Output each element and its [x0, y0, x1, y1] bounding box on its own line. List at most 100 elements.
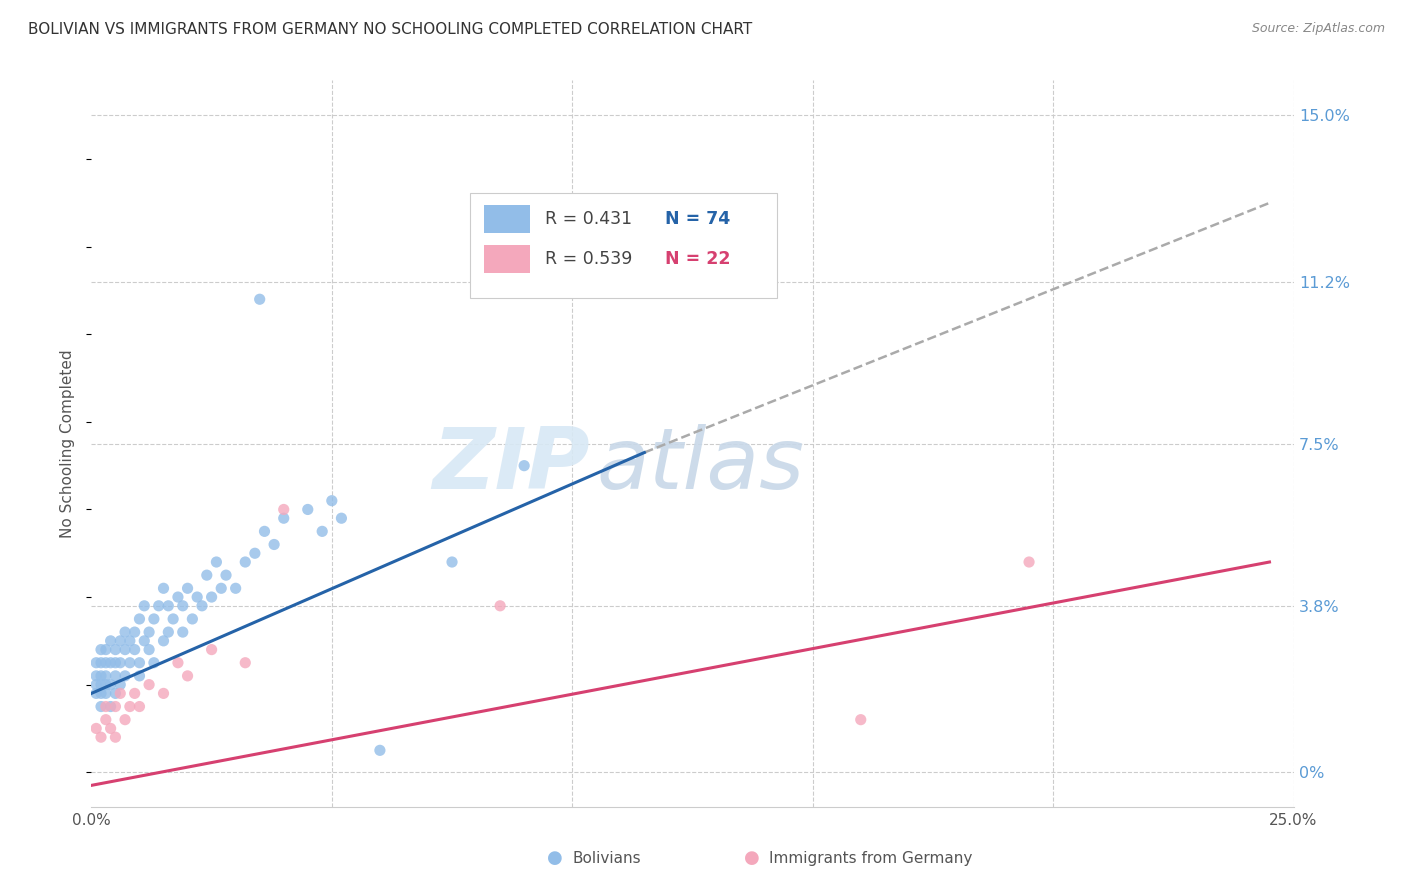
Point — [104, 669, 127, 683]
Text: Immigrants from Germany: Immigrants from Germany — [769, 851, 973, 865]
Point — [104, 642, 127, 657]
Point — [513, 458, 536, 473]
Point — [368, 743, 391, 757]
Point — [114, 713, 136, 727]
Point — [172, 625, 194, 640]
Text: atlas: atlas — [596, 424, 804, 507]
Point — [176, 669, 198, 683]
Point — [138, 625, 160, 640]
Point — [94, 669, 117, 683]
Point — [104, 730, 127, 744]
Point — [104, 656, 127, 670]
Text: ZIP: ZIP — [433, 424, 591, 507]
Text: N = 74: N = 74 — [665, 211, 730, 228]
Point — [100, 722, 122, 736]
Point — [311, 524, 333, 539]
Point — [90, 669, 112, 683]
Text: ●: ● — [744, 849, 761, 867]
Point — [142, 612, 165, 626]
Point — [167, 590, 190, 604]
Point — [84, 722, 107, 736]
Point — [90, 730, 112, 744]
Point — [263, 537, 285, 551]
FancyBboxPatch shape — [485, 245, 530, 273]
Point — [162, 612, 184, 626]
Point — [201, 590, 224, 604]
Point — [181, 612, 204, 626]
Point — [114, 625, 136, 640]
Point — [176, 582, 198, 596]
Point — [191, 599, 214, 613]
Point — [489, 599, 512, 613]
Point — [249, 292, 271, 306]
Point — [118, 656, 141, 670]
Point — [273, 511, 295, 525]
Text: R = 0.539: R = 0.539 — [544, 250, 631, 268]
Point — [110, 633, 132, 648]
Point — [124, 625, 146, 640]
Text: Source: ZipAtlas.com: Source: ZipAtlas.com — [1251, 22, 1385, 36]
FancyBboxPatch shape — [470, 193, 776, 299]
Point — [157, 625, 180, 640]
Point — [195, 568, 218, 582]
Point — [233, 555, 256, 569]
Text: R = 0.431: R = 0.431 — [544, 211, 631, 228]
Point — [849, 713, 872, 727]
Point — [104, 686, 127, 700]
Point — [100, 699, 122, 714]
Point — [128, 656, 150, 670]
Point — [128, 699, 150, 714]
Point — [84, 678, 107, 692]
Point — [152, 582, 174, 596]
Point — [243, 546, 266, 560]
Point — [110, 686, 132, 700]
Point — [84, 669, 107, 683]
Point — [90, 656, 112, 670]
Point — [1018, 555, 1040, 569]
Text: ●: ● — [547, 849, 564, 867]
Point — [167, 656, 190, 670]
Point — [104, 699, 127, 714]
Point — [124, 642, 146, 657]
Point — [215, 568, 238, 582]
Text: BOLIVIAN VS IMMIGRANTS FROM GERMANY NO SCHOOLING COMPLETED CORRELATION CHART: BOLIVIAN VS IMMIGRANTS FROM GERMANY NO S… — [28, 22, 752, 37]
Point — [128, 612, 150, 626]
Point — [186, 590, 208, 604]
Point — [157, 599, 180, 613]
Point — [152, 686, 174, 700]
Point — [100, 678, 122, 692]
Point — [114, 642, 136, 657]
Text: Bolivians: Bolivians — [572, 851, 641, 865]
FancyBboxPatch shape — [485, 205, 530, 233]
Point — [152, 633, 174, 648]
Point — [273, 502, 295, 516]
Point — [90, 678, 112, 692]
Point — [128, 669, 150, 683]
Point — [172, 599, 194, 613]
Point — [225, 582, 247, 596]
Point — [233, 656, 256, 670]
Point — [90, 699, 112, 714]
Point — [148, 599, 170, 613]
Point — [94, 686, 117, 700]
Point — [94, 713, 117, 727]
Point — [321, 493, 343, 508]
Point — [297, 502, 319, 516]
Point — [134, 599, 156, 613]
Point — [142, 656, 165, 670]
Point — [124, 686, 146, 700]
Point — [201, 642, 224, 657]
Point — [94, 699, 117, 714]
Point — [84, 686, 107, 700]
Point — [94, 656, 117, 670]
Point — [138, 678, 160, 692]
Point — [440, 555, 463, 569]
Point — [110, 656, 132, 670]
Point — [253, 524, 276, 539]
Point — [100, 633, 122, 648]
Y-axis label: No Schooling Completed: No Schooling Completed — [60, 350, 76, 538]
Point — [110, 678, 132, 692]
Point — [118, 633, 141, 648]
Point — [90, 642, 112, 657]
Point — [84, 656, 107, 670]
